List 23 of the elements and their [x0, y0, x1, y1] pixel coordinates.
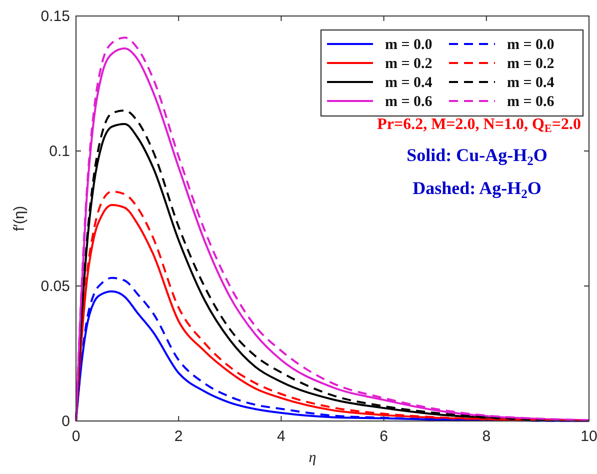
legend-label: m = 0.6	[385, 94, 433, 110]
x-axis-title: η	[308, 450, 316, 466]
legend-label: m = 0.4	[385, 75, 433, 91]
y-tick-label: 0.05	[40, 278, 70, 295]
x-tick-label: 4	[277, 428, 286, 445]
x-tick-label: 8	[482, 428, 491, 445]
y-tick-label: 0.15	[40, 8, 70, 25]
legend-label: m = 0.2	[385, 56, 432, 72]
legend-label: m = 0.0	[385, 37, 432, 53]
y-tick-label: 0	[62, 413, 70, 430]
x-tick-label: 0	[72, 428, 80, 445]
x-tick-label: 6	[380, 428, 388, 445]
annotation: Dashed: Ag-H$_{2}$O	[412, 178, 542, 201]
legend-label: m = 0.4	[507, 75, 555, 91]
y-axis-title: f′(η)	[11, 206, 28, 232]
x-tick-label: 10	[580, 428, 597, 445]
legend-label: m = 0.0	[507, 37, 554, 53]
legend-label: m = 0.2	[507, 56, 554, 72]
annotation: Solid: Cu-Ag-H$_{2}$O	[406, 145, 548, 168]
legend-label: m = 0.6	[507, 94, 555, 110]
y-tick-label: 0.1	[49, 143, 70, 160]
x-tick-label: 2	[174, 428, 183, 445]
annotation: Pr=6.2, M=2.0, N=1.0, Q$_{E}$=2.0	[377, 116, 581, 136]
